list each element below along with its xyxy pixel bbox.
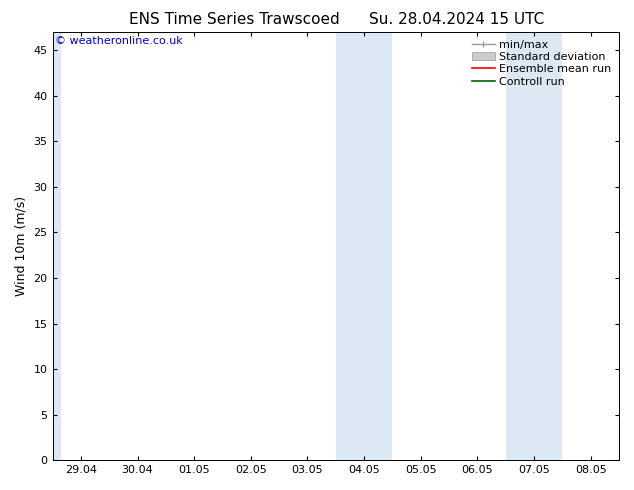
Legend: min/max, Standard deviation, Ensemble mean run, Controll run: min/max, Standard deviation, Ensemble me… bbox=[470, 38, 614, 89]
Text: ENS Time Series Trawscoed: ENS Time Series Trawscoed bbox=[129, 12, 340, 27]
Text: © weatheronline.co.uk: © weatheronline.co.uk bbox=[55, 36, 183, 47]
Text: Su. 28.04.2024 15 UTC: Su. 28.04.2024 15 UTC bbox=[369, 12, 544, 27]
Y-axis label: Wind 10m (m/s): Wind 10m (m/s) bbox=[15, 196, 28, 296]
Bar bbox=[53, 32, 61, 460]
Bar bbox=[336, 32, 392, 460]
Bar bbox=[506, 32, 562, 460]
